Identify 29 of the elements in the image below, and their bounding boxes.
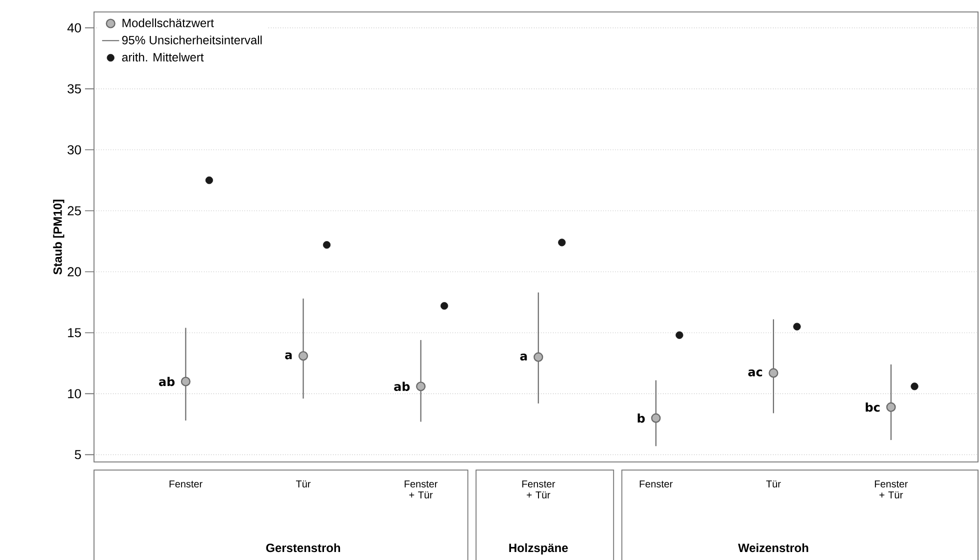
x-tick-label: Fenster + Tür <box>874 480 908 498</box>
y-tick-label: 35 <box>68 84 81 94</box>
y-tick-label: 25 <box>68 206 81 216</box>
y-tick-label: 15 <box>68 328 81 338</box>
x-tick-label: Fenster <box>170 480 202 488</box>
data-label: ab <box>394 382 410 392</box>
y-tick-label: 10 <box>68 389 81 398</box>
text: Weizenstroh <box>738 543 808 552</box>
text: Holzspäne <box>509 543 568 554</box>
y-tick-label: 30 <box>68 145 81 154</box>
annotation: 95% Unsicherheitsintervall <box>122 36 262 44</box>
x-tick-label: Fenster <box>640 480 673 488</box>
x-tick-label: Tür <box>296 480 311 488</box>
data-label: ab <box>158 376 175 386</box>
data-label: b <box>638 413 645 423</box>
y-tick-label: 40 <box>67 23 81 32</box>
y-tick-label: 5 <box>74 450 81 460</box>
data-label: a <box>285 352 292 360</box>
x-tick-label: Fenster + Tür <box>404 480 438 498</box>
x-tick-label: Tür <box>766 480 781 488</box>
text: Gerstenstroh <box>266 543 340 552</box>
legend-label: Modellschätzwert <box>122 18 214 28</box>
y-axis-title: Staub [PM10] <box>53 200 64 275</box>
y-tick-label: 20 <box>68 267 81 276</box>
x-tick-label: Fenster + Tür <box>522 480 556 498</box>
data-label: a <box>520 354 527 361</box>
data-label: ac <box>748 370 762 376</box>
legend-label: arith. Mittelwert <box>122 52 204 62</box>
data-label: bc <box>866 402 880 412</box>
